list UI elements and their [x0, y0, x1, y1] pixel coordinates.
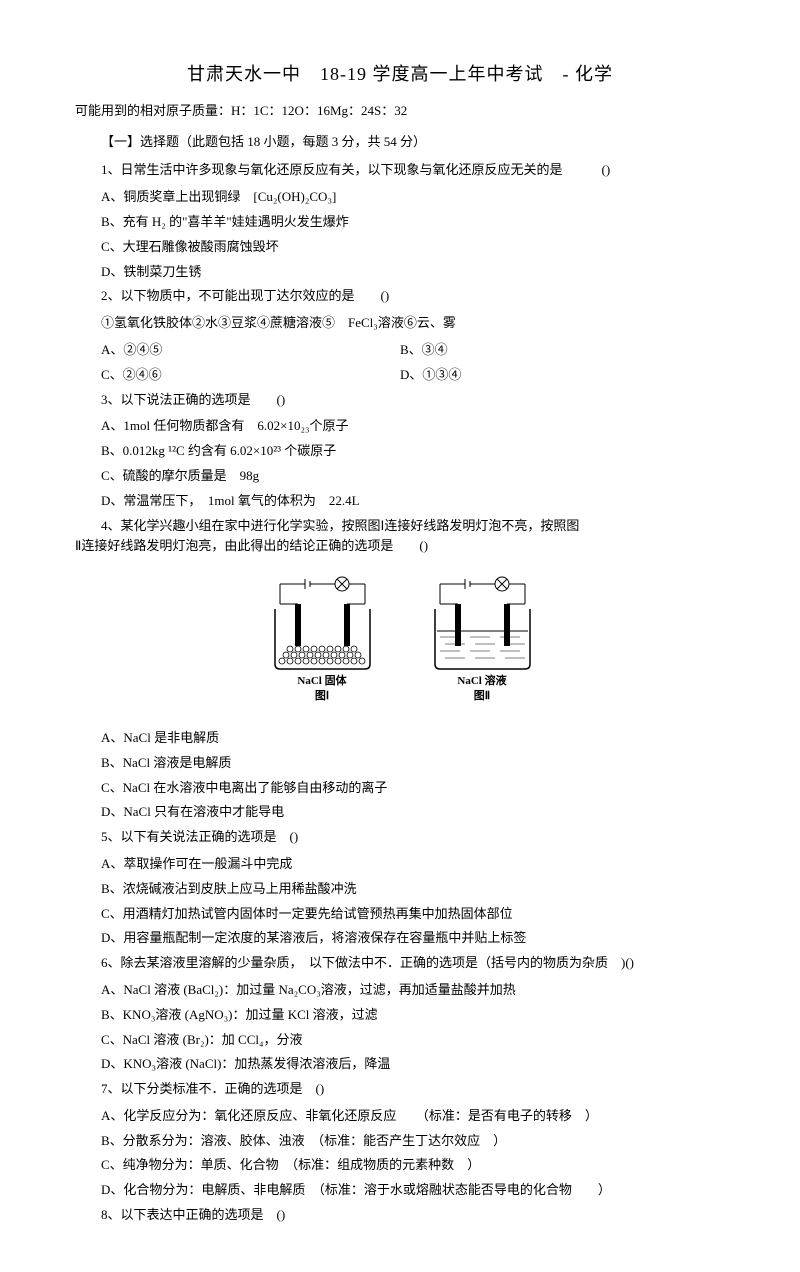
- question-7: 7、以下分类标准不．正确的选项是 (): [75, 1079, 725, 1100]
- fig1-caption: 图Ⅰ: [315, 689, 329, 702]
- q2-option-b: B、③④: [400, 340, 725, 361]
- q3-option-d: D、常温常压下， 1mol 氧气的体积为 22.4L: [75, 491, 725, 512]
- question-2: 2、以下物质中，不可能出现丁达尔效应的是 (): [75, 286, 725, 307]
- q2-list: ①氢氧化铁胶体②水③豆浆④蔗糖溶液⑤ FeCl₃溶液⑥云、雾: [75, 313, 725, 334]
- q6-option-b: B、KNO₃溶液 (AgNO₃)：加过量 KCl 溶液，过滤: [75, 1005, 725, 1026]
- question-1: 1、日常生活中许多现象与氧化还原反应有关，以下现象与氧化还原反应无关的是 (): [75, 160, 725, 181]
- question-4-line1: 4、某化学兴趣小组在家中进行化学实验，按照图Ⅰ连接好线路发明灯泡不亮，按照图: [75, 516, 725, 537]
- q7-option-b: B、分散系分为：溶液、胶体、浊液 （标准：能否产生丁达尔效应 ）: [75, 1131, 725, 1152]
- q4-option-a: A、NaCl 是非电解质: [75, 728, 725, 749]
- question-4-line2: Ⅱ连接好线路发明灯泡亮，由此得出的结论正确的选项是 (): [75, 536, 725, 557]
- q1-option-b: B、充有 H₂ 的"喜羊羊"娃娃遇明火发生爆炸: [75, 212, 725, 233]
- q4-option-d: D、NaCl 只有在溶液中才能导电: [75, 802, 725, 823]
- q2-option-c: C、②④⑥: [75, 365, 400, 386]
- q6-option-d: D、KNO₃溶液 (NaCl)：加热蒸发得浓溶液后，降温: [75, 1054, 725, 1075]
- question-5: 5、以下有关说法正确的选项是 (): [75, 827, 725, 848]
- q4-option-b: B、NaCl 溶液是电解质: [75, 753, 725, 774]
- fig2-label: NaCl 溶液: [457, 673, 507, 687]
- q7-option-c: C、纯净物分为：单质、化合物 （标准：组成物质的元素种数 ）: [75, 1155, 725, 1176]
- q2-option-d: D、①③④: [400, 365, 725, 386]
- page-title: 甘肃天水一中 18-19 学度高一上年中考试 - 化学: [75, 60, 725, 89]
- q1-option-d: D、铁制菜刀生锈: [75, 262, 725, 283]
- q5-option-d: D、用容量瓶配制一定浓度的某溶液后，将溶液保存在容量瓶中并贴上标签: [75, 928, 725, 949]
- question-8: 8、以下表达中正确的选项是 (): [75, 1205, 725, 1226]
- q3-option-b: B、0.012kg ¹²C 约含有 6.02×10²³ 个碳原子: [75, 441, 725, 462]
- question-6: 6、除去某溶液里溶解的少量杂质， 以下做法中不．正确的选项是（括号内的物质为杂质…: [75, 953, 725, 974]
- q4-option-c: C、NaCl 在水溶液中电离出了能够自由移动的离子: [75, 778, 725, 799]
- q5-option-a: A、萃取操作可在一般漏斗中完成: [75, 854, 725, 875]
- q1-option-a: A、铜质奖章上出现铜绿 [Cu₂(OH)₂CO₃]: [75, 187, 725, 208]
- atomic-mass-info: 可能用到的相对原子质量：H：1C：12O：16Mg：24S：32: [75, 101, 725, 122]
- q2-option-a: A、②④⑤: [75, 340, 400, 361]
- section-1-header: 【一】选择题（此题包括 18 小题，每题 3 分，共 54 分）: [75, 132, 725, 153]
- q5-option-c: C、用酒精灯加热试管内固体时一定要先给试管预热再集中加热固体部位: [75, 904, 725, 925]
- q3-option-a: A、1mol 任何物质都含有 6.02×10₂₃个原子: [75, 416, 725, 437]
- q6-option-a: A、NaCl 溶液 (BaCl₂)：加过量 Na₂CO₃溶液，过滤，再加适量盐酸…: [75, 980, 725, 1001]
- q7-option-d: D、化合物分为：电解质、非电解质 （标准：溶于水或熔融状态能否导电的化合物 ）: [75, 1180, 725, 1201]
- figure-container: NaCl 固体 图Ⅰ: [75, 569, 725, 716]
- q7-option-a: A、化学反应分为：氧化还原反应、非氧化还原反应 （标准：是否有电子的转移 ）: [75, 1106, 725, 1127]
- fig1-label: NaCl 固体: [297, 673, 347, 687]
- question-3: 3、以下说法正确的选项是 (): [75, 390, 725, 411]
- q6-option-c: C、NaCl 溶液 (Br₂)：加 CCl₄，分液: [75, 1030, 725, 1051]
- fig2-caption: 图Ⅱ: [474, 689, 490, 702]
- q3-option-c: C、硫酸的摩尔质量是 98g: [75, 466, 725, 487]
- q5-option-b: B、浓烧碱液沾到皮肤上应马上用稀盐酸冲洗: [75, 879, 725, 900]
- q1-option-c: C、大理石雕像被酸雨腐蚀毁坏: [75, 237, 725, 258]
- circuit-diagram-icon: NaCl 固体 图Ⅰ: [250, 569, 550, 709]
